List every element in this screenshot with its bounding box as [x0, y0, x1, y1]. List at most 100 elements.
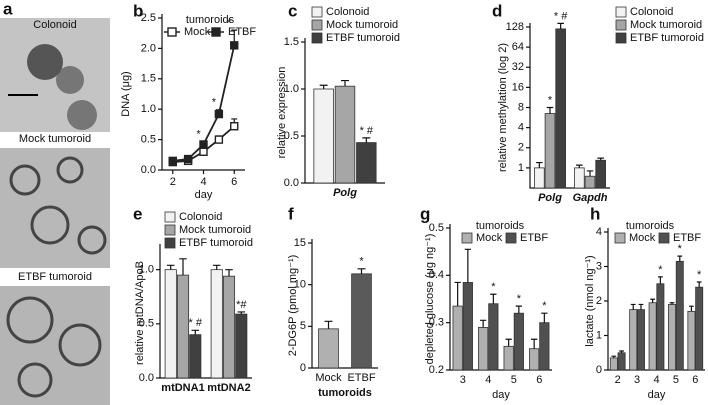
x-tick-label: ETBF: [347, 372, 375, 384]
error-bar: [490, 293, 497, 304]
organoid: [67, 100, 97, 130]
bar: [334, 85, 356, 184]
legend-swatch: [311, 32, 323, 44]
y-tick-label: 1.0: [141, 103, 156, 115]
y-tick-label: 0.0: [141, 164, 156, 176]
error-bar: [357, 268, 366, 274]
bar: [617, 352, 626, 371]
x-axis-label: day: [648, 389, 666, 401]
x-tick-label: 4: [485, 374, 491, 386]
error-bar: [557, 22, 564, 29]
image-label: ETBF tumoroid: [18, 271, 92, 283]
y-tick-label: 5: [300, 320, 306, 332]
x-tick-label: 5: [673, 374, 679, 386]
legend-swatch: [211, 27, 221, 37]
y-tick-label: 0: [596, 364, 602, 376]
significance: *: [658, 264, 663, 276]
x-tick-label: 6: [692, 374, 698, 386]
marker: [168, 156, 177, 166]
image-label: Colonoid: [33, 19, 76, 31]
error-bar: [669, 302, 675, 305]
legend-label: Colonoid: [630, 6, 673, 18]
y-axis-label: depleted glucose (μg ng⁻¹): [424, 234, 436, 365]
y-tick-label: 4: [596, 226, 602, 238]
error-bar: [319, 84, 328, 89]
error-bar: [658, 276, 663, 284]
significance: *#: [236, 299, 247, 311]
legend-label: ETBF: [673, 232, 701, 244]
panel-letter: c: [288, 1, 297, 20]
y-axis-label: relative expression: [276, 67, 288, 159]
y-tick-label: 1.0: [284, 83, 299, 95]
bar: [595, 159, 606, 189]
x-tick-label: 2: [615, 374, 621, 386]
y-tick-label: 2.5: [141, 12, 156, 24]
legend-title: tumoroids: [476, 220, 525, 232]
y-tick-label: 4: [518, 122, 524, 134]
y-tick-label: 128: [506, 21, 524, 33]
error-bar: [191, 329, 200, 335]
legend-swatch: [505, 232, 517, 244]
error-bar: [179, 258, 187, 276]
x-axis-label: tumoroids: [318, 387, 372, 399]
error-bar: [480, 319, 487, 328]
bar: [687, 310, 696, 371]
bar: [235, 313, 248, 379]
panel-a: a Colonoid Mock tumoroid ETBF tumoroid: [0, 0, 110, 405]
error-bar: [212, 264, 221, 270]
y-tick-label: 1.0: [139, 264, 154, 276]
y-tick-label: 0.4: [429, 269, 444, 281]
y-axis-label: 2-DG6P (pmol mg⁻¹): [287, 255, 299, 357]
error-bar: [541, 312, 548, 323]
bar: [609, 357, 618, 371]
significance: *: [491, 281, 496, 293]
significance: *: [227, 17, 232, 29]
significance: *: [517, 293, 522, 305]
y-axis-label: relative mtDNA/ApoB: [134, 261, 146, 365]
organoid: [9, 164, 41, 196]
bar: [648, 302, 657, 371]
organoid: [27, 44, 63, 80]
legend-label: ETBF tumoroid: [179, 237, 253, 249]
panel-letter: d: [492, 1, 502, 20]
significance: *: [697, 269, 702, 281]
legend-swatch: [311, 6, 323, 18]
error-bar: [546, 106, 554, 114]
significance: *: [196, 128, 201, 140]
legend-swatch: [164, 211, 176, 223]
panel-letter: b: [133, 1, 143, 20]
legend-swatch: [164, 224, 176, 236]
legend-swatch: [615, 19, 627, 31]
bar: [529, 348, 540, 371]
x-tick-label: Mock: [315, 372, 342, 384]
x-tick-label: Polg: [538, 192, 562, 204]
bar: [318, 328, 339, 369]
organoid: [6, 296, 54, 344]
significance: *: [678, 243, 683, 255]
legend-label: ETBF tumoroid: [630, 32, 704, 44]
panel-d: d 1 2 4 8 16 32 64 128 relative methylation (log …: [492, 1, 704, 203]
bar: [675, 260, 684, 371]
legend-label: Mock tumoroid: [630, 19, 702, 31]
y-tick-label: 1.5: [284, 36, 299, 48]
bar: [695, 286, 704, 371]
y-axis-label: DNA (μg): [120, 71, 132, 116]
bar: [629, 309, 638, 371]
error-bar: [464, 248, 471, 283]
significance: *: [542, 300, 547, 312]
y-tick-label: 0.0: [139, 372, 154, 384]
legend-label: Mock: [184, 26, 211, 38]
y-tick-label: 0.5: [139, 318, 154, 330]
bar: [574, 167, 585, 189]
significance: * #: [554, 10, 568, 22]
x-tick-label: 6: [231, 176, 237, 188]
legend-title: tumoroids: [186, 14, 235, 26]
x-tick-label: 3: [460, 374, 466, 386]
organoid: [30, 205, 70, 245]
panel-letter: a: [3, 0, 13, 18]
y-tick-label: 0.2: [429, 364, 444, 376]
legend-label: Mock tumoroid: [179, 224, 251, 236]
marker: [199, 147, 208, 156]
legend-label: ETBF: [520, 232, 548, 244]
